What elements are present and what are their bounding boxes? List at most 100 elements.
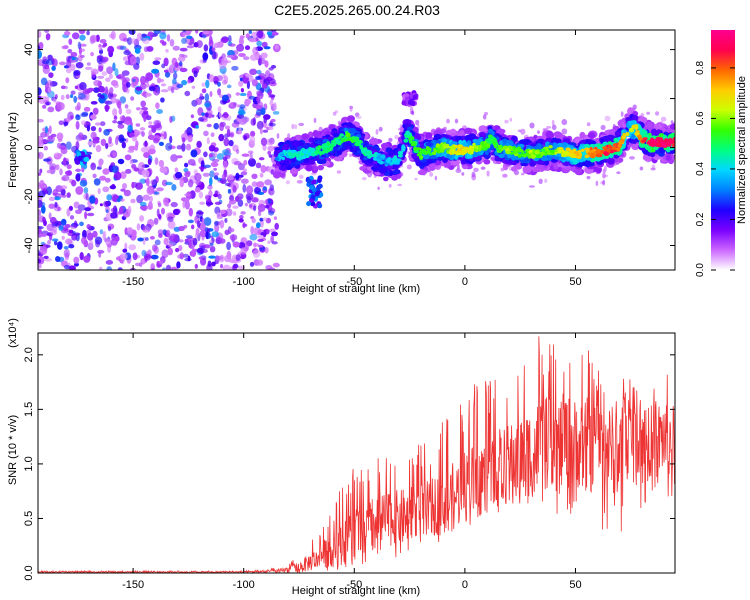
- feature-mark: [316, 178, 322, 183]
- noise-speckle: [218, 133, 225, 142]
- noise-speckle: [100, 138, 107, 147]
- noise-speckle: [141, 249, 147, 257]
- noise-speckle: [90, 52, 94, 57]
- noise-speckle: [163, 237, 169, 246]
- noise-speckle: [224, 218, 228, 223]
- ridge-mark: [646, 121, 653, 128]
- noise-speckle: [47, 87, 52, 93]
- noise-speckle: [66, 192, 71, 198]
- ridge-mark: [376, 155, 382, 160]
- ridge-mark: [622, 134, 626, 138]
- noise-speckle: [269, 78, 276, 85]
- noise-speckle: [236, 44, 245, 52]
- noise-speckle: [184, 193, 191, 197]
- ridge-mark: [549, 149, 555, 153]
- ridge-mark: [325, 147, 332, 153]
- faint-speckle: [298, 122, 305, 127]
- noise-speckle: [176, 155, 183, 159]
- faint-speckle: [294, 124, 298, 130]
- noise-speckle: [246, 185, 254, 195]
- noise-speckle: [117, 267, 123, 270]
- ridge-mark: [387, 157, 392, 161]
- ridge-mark: [396, 158, 402, 162]
- noise-speckle: [252, 249, 261, 258]
- ridge-mark: [575, 155, 582, 159]
- noise-speckle: [60, 85, 66, 90]
- noise-speckle: [260, 232, 265, 236]
- noise-speckle: [257, 101, 264, 109]
- noise-speckle: [167, 220, 176, 230]
- noise-speckle: [178, 225, 185, 232]
- ridge-mark: [370, 154, 376, 157]
- noise-speckle: [148, 124, 155, 129]
- noise-speckle: [231, 122, 240, 128]
- ridge-mark: [638, 137, 643, 141]
- faint-speckle: [355, 115, 362, 119]
- noise-speckle: [135, 262, 141, 267]
- faint-speckle: [517, 129, 522, 133]
- noise-speckle: [188, 240, 192, 248]
- ridge-mark: [638, 143, 646, 148]
- noise-speckle: [66, 164, 72, 170]
- noise-speckle: [104, 177, 111, 183]
- ridge-mark: [504, 145, 508, 149]
- ridge-mark: [442, 157, 448, 163]
- noise-speckle: [223, 75, 229, 85]
- noise-speckle: [191, 85, 196, 89]
- noise-speckle: [217, 193, 222, 200]
- ridge-mark: [607, 157, 615, 165]
- noise-speckle: [75, 114, 81, 121]
- noise-speckle: [255, 76, 261, 80]
- noise-speckle: [182, 253, 189, 258]
- noise-speckle: [191, 162, 197, 167]
- noise-speckle: [56, 102, 65, 111]
- noise-speckle: [84, 211, 88, 220]
- ridge-mark: [485, 142, 491, 148]
- noise-speckle: [257, 203, 266, 212]
- noise-speckle: [61, 45, 69, 50]
- noise-speckle: [62, 157, 67, 166]
- ridge-mark: [502, 138, 508, 145]
- faint-speckle: [529, 122, 535, 129]
- ridge-mark: [671, 143, 675, 148]
- noise-speckle: [200, 248, 208, 254]
- faint-speckle: [509, 117, 513, 122]
- noise-speckle: [122, 183, 127, 190]
- noise-speckle: [108, 136, 112, 144]
- noise-speckle: [102, 231, 106, 241]
- faint-speckle: [546, 126, 552, 129]
- faint-speckle: [417, 124, 420, 129]
- noise-speckle: [149, 236, 155, 240]
- feature-mark: [309, 184, 315, 190]
- noise-speckle: [56, 142, 62, 149]
- ridge-mark: [367, 153, 371, 157]
- ridge-mark: [435, 152, 442, 157]
- noise-speckle: [237, 199, 244, 207]
- noise-speckle: [105, 143, 109, 149]
- noise-speckle: [172, 45, 180, 51]
- ridge-mark: [446, 153, 453, 159]
- ridge-mark: [394, 165, 399, 170]
- ridge-mark: [455, 136, 461, 141]
- feature-mark: [310, 194, 316, 200]
- noise-speckle: [45, 101, 51, 106]
- noise-speckle: [225, 208, 233, 217]
- noise-speckle: [211, 46, 216, 52]
- noise-speckle: [79, 34, 86, 41]
- noise-speckle: [208, 153, 214, 158]
- noise-speckle: [174, 167, 179, 173]
- ridge-mark: [431, 151, 437, 156]
- ridge-mark: [331, 140, 335, 144]
- noise-speckle: [88, 240, 94, 247]
- noise-speckle: [146, 186, 154, 196]
- noise-speckle: [130, 96, 135, 101]
- noise-speckle: [71, 233, 78, 241]
- noise-speckle: [133, 132, 140, 136]
- noise-speckle: [69, 215, 75, 220]
- noise-speckle: [174, 61, 179, 68]
- noise-speckle: [231, 65, 239, 71]
- noise-speckle: [168, 64, 176, 74]
- noise-speckle: [176, 261, 181, 269]
- ridge-mark: [540, 148, 546, 152]
- noise-speckle: [132, 78, 136, 83]
